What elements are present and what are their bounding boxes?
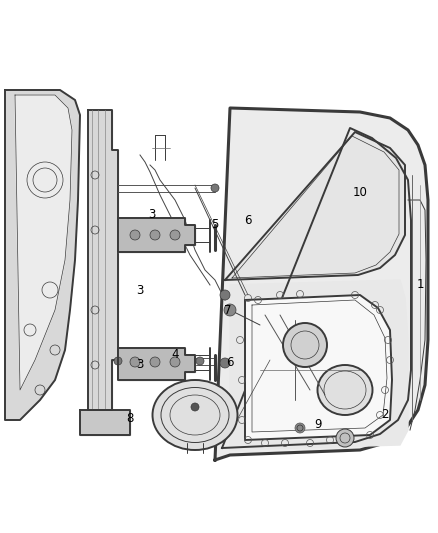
Text: 8: 8 — [126, 411, 134, 424]
Polygon shape — [88, 110, 118, 410]
Circle shape — [220, 290, 230, 300]
Polygon shape — [215, 108, 428, 460]
Circle shape — [211, 184, 219, 192]
Polygon shape — [225, 132, 405, 280]
Text: 3: 3 — [148, 208, 155, 222]
Circle shape — [191, 403, 199, 411]
Text: 4: 4 — [171, 349, 179, 361]
Text: 3: 3 — [136, 359, 144, 372]
Circle shape — [150, 357, 160, 367]
Circle shape — [130, 230, 140, 240]
Text: 3: 3 — [136, 284, 144, 296]
Text: 6: 6 — [244, 214, 252, 227]
Polygon shape — [15, 95, 72, 390]
Text: 6: 6 — [226, 357, 234, 369]
Polygon shape — [80, 410, 130, 435]
Circle shape — [283, 323, 327, 367]
Polygon shape — [245, 295, 392, 440]
Circle shape — [295, 423, 305, 433]
Circle shape — [220, 358, 230, 368]
Text: 5: 5 — [211, 219, 219, 231]
Circle shape — [170, 357, 180, 367]
Circle shape — [196, 357, 204, 365]
Text: 10: 10 — [353, 185, 367, 198]
Ellipse shape — [152, 380, 237, 450]
Polygon shape — [118, 348, 195, 380]
Circle shape — [170, 230, 180, 240]
Text: 9: 9 — [314, 418, 322, 432]
Circle shape — [114, 357, 122, 365]
Circle shape — [224, 304, 236, 316]
Ellipse shape — [318, 365, 372, 415]
Text: 7: 7 — [224, 303, 232, 317]
Text: 1: 1 — [416, 279, 424, 292]
Circle shape — [130, 357, 140, 367]
Circle shape — [150, 230, 160, 240]
Text: 2: 2 — [381, 408, 389, 422]
Circle shape — [336, 429, 354, 447]
Polygon shape — [5, 90, 80, 420]
Polygon shape — [118, 218, 195, 252]
Polygon shape — [230, 280, 408, 450]
